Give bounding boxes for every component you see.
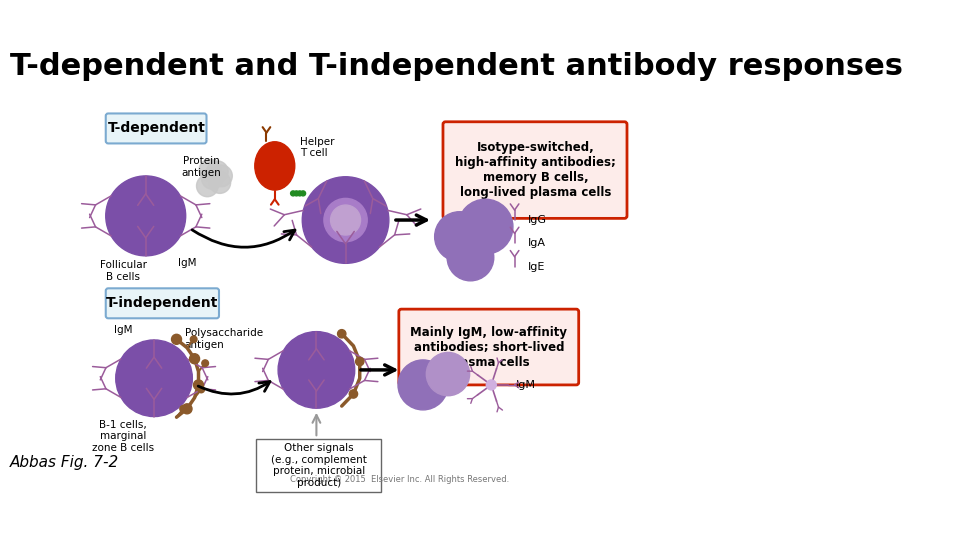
Circle shape <box>298 191 302 196</box>
FancyBboxPatch shape <box>443 122 627 218</box>
Circle shape <box>426 353 469 396</box>
Text: T-independent: T-independent <box>107 296 219 310</box>
Text: IgG: IgG <box>528 215 547 225</box>
Text: IgA: IgA <box>528 238 546 248</box>
Circle shape <box>206 161 228 183</box>
Circle shape <box>487 380 496 390</box>
Text: IgM: IgM <box>179 258 197 267</box>
Text: Protein
antigen: Protein antigen <box>181 156 222 178</box>
Circle shape <box>180 406 186 412</box>
Circle shape <box>349 390 357 398</box>
Text: T-dependent and T-independent antibody responses: T-dependent and T-independent antibody r… <box>10 52 903 81</box>
Text: IgE: IgE <box>528 262 545 272</box>
FancyBboxPatch shape <box>106 288 219 318</box>
Circle shape <box>302 177 389 264</box>
Circle shape <box>294 191 299 196</box>
Circle shape <box>209 172 230 193</box>
Circle shape <box>210 165 232 187</box>
Circle shape <box>398 360 448 410</box>
Circle shape <box>198 386 204 393</box>
Text: B-1 cells,
marginal
zone B cells: B-1 cells, marginal zone B cells <box>92 420 155 453</box>
Circle shape <box>106 176 185 256</box>
FancyBboxPatch shape <box>106 113 206 144</box>
Circle shape <box>202 360 208 367</box>
Text: IgM: IgM <box>516 380 537 390</box>
Circle shape <box>197 175 218 197</box>
Circle shape <box>435 212 485 262</box>
Text: Isotype-switched,
high-affinity antibodies;
memory B cells,
long-lived plasma ce: Isotype-switched, high-affinity antibodi… <box>455 141 616 199</box>
Circle shape <box>458 199 513 254</box>
Circle shape <box>300 191 305 196</box>
Circle shape <box>172 334 181 345</box>
Text: Copyright © 2015  Elsevier Inc. All Rights Reserved.: Copyright © 2015 Elsevier Inc. All Right… <box>290 475 510 484</box>
Circle shape <box>116 340 192 416</box>
Circle shape <box>194 380 204 390</box>
Text: T-dependent: T-dependent <box>108 122 205 136</box>
Circle shape <box>338 329 346 338</box>
Circle shape <box>182 404 192 414</box>
Circle shape <box>324 198 368 242</box>
Circle shape <box>330 205 361 235</box>
Circle shape <box>278 332 354 408</box>
Circle shape <box>199 159 221 181</box>
Circle shape <box>355 357 364 366</box>
Circle shape <box>190 336 197 343</box>
Text: Polysaccharide
antigen: Polysaccharide antigen <box>185 328 263 350</box>
Text: IgM: IgM <box>114 325 132 335</box>
FancyBboxPatch shape <box>256 439 380 492</box>
Text: Helper
T cell: Helper T cell <box>300 137 334 158</box>
Text: Abbas Fig. 7-2: Abbas Fig. 7-2 <box>10 455 119 470</box>
Circle shape <box>291 191 296 196</box>
Circle shape <box>447 234 493 281</box>
Circle shape <box>189 354 200 364</box>
Text: Other signals
(e.g., complement
protein, microbial
product): Other signals (e.g., complement protein,… <box>271 443 367 488</box>
Text: Follicular
B cells: Follicular B cells <box>100 260 147 281</box>
Circle shape <box>202 167 223 189</box>
Text: Mainly IgM, low-affinity
antibodies; short-lived
plasma cells: Mainly IgM, low-affinity antibodies; sho… <box>410 326 567 369</box>
Ellipse shape <box>254 142 295 190</box>
FancyBboxPatch shape <box>398 309 579 385</box>
